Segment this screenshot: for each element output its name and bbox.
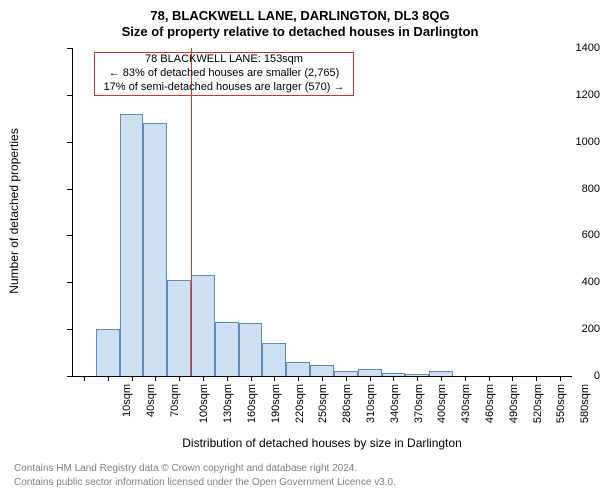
histogram-bar bbox=[310, 365, 334, 376]
xtick-mark bbox=[298, 376, 299, 381]
annotation-box: 78 BLACKWELL LANE: 153sqm← 83% of detach… bbox=[94, 52, 354, 96]
histogram-bar bbox=[167, 280, 191, 376]
xtick-label: 580sqm bbox=[579, 384, 591, 423]
ytick-label: 600 bbox=[538, 229, 600, 241]
xtick-mark bbox=[108, 376, 109, 381]
xtick-label: 400sqm bbox=[437, 384, 449, 423]
ytick-label: 1200 bbox=[538, 89, 600, 101]
xtick-mark bbox=[84, 376, 85, 381]
histogram-bar bbox=[143, 123, 167, 376]
xtick-mark bbox=[227, 376, 228, 381]
chart-area: 020040060080010001200140010sqm40sqm70sqm… bbox=[0, 0, 600, 500]
xtick-label: 310sqm bbox=[365, 384, 377, 423]
ytick-label: 1400 bbox=[538, 42, 600, 54]
credit-line-1: Contains HM Land Registry data © Crown c… bbox=[14, 462, 600, 476]
ytick-label: 1000 bbox=[538, 136, 600, 148]
xtick-mark bbox=[274, 376, 275, 381]
xtick-mark bbox=[370, 376, 371, 381]
histogram-bar bbox=[286, 362, 310, 376]
ytick-label: 200 bbox=[538, 323, 600, 335]
xtick-label: 190sqm bbox=[270, 384, 282, 423]
xtick-mark bbox=[417, 376, 418, 381]
xtick-mark bbox=[465, 376, 466, 381]
xtick-label: 460sqm bbox=[484, 384, 496, 423]
ytick-label: 800 bbox=[538, 183, 600, 195]
xtick-label: 220sqm bbox=[294, 384, 306, 423]
xtick-mark bbox=[132, 376, 133, 381]
xtick-label: 40sqm bbox=[145, 384, 157, 417]
plot-area bbox=[72, 48, 572, 376]
histogram-bar bbox=[262, 343, 286, 376]
annotation-line: 78 BLACKWELL LANE: 153sqm bbox=[95, 53, 353, 67]
y-axis-label: Number of detached properties bbox=[7, 111, 21, 311]
xtick-label: 370sqm bbox=[413, 384, 425, 423]
histogram-bar bbox=[120, 114, 144, 376]
xtick-mark bbox=[489, 376, 490, 381]
annotation-line: ← 83% of detached houses are smaller (2,… bbox=[95, 67, 353, 81]
xtick-label: 10sqm bbox=[121, 384, 133, 417]
xtick-mark bbox=[203, 376, 204, 381]
xtick-label: 340sqm bbox=[389, 384, 401, 423]
xtick-label: 250sqm bbox=[318, 384, 330, 423]
credit-text: Contains HM Land Registry data © Crown c… bbox=[0, 462, 600, 489]
xtick-label: 160sqm bbox=[246, 384, 258, 423]
histogram-bar bbox=[191, 275, 215, 376]
histogram-bar bbox=[239, 323, 263, 376]
xtick-mark bbox=[393, 376, 394, 381]
xtick-label: 430sqm bbox=[460, 384, 472, 423]
xtick-label: 70sqm bbox=[169, 384, 181, 417]
credit-line-2: Contains public sector information licen… bbox=[14, 476, 600, 490]
histogram-bar bbox=[358, 369, 382, 376]
xtick-mark bbox=[251, 376, 252, 381]
histogram-bar bbox=[96, 329, 120, 376]
ytick-label: 400 bbox=[538, 276, 600, 288]
xtick-label: 280sqm bbox=[341, 384, 353, 423]
xtick-mark bbox=[179, 376, 180, 381]
annotation-line: 17% of semi-detached houses are larger (… bbox=[95, 81, 353, 95]
y-axis-line bbox=[72, 48, 73, 376]
xtick-mark bbox=[322, 376, 323, 381]
reference-line bbox=[191, 48, 192, 376]
xtick-label: 550sqm bbox=[556, 384, 568, 423]
x-axis-label: Distribution of detached houses by size … bbox=[72, 436, 572, 450]
histogram-bar bbox=[215, 322, 239, 376]
xtick-mark bbox=[512, 376, 513, 381]
xtick-label: 490sqm bbox=[508, 384, 520, 423]
xtick-label: 520sqm bbox=[532, 384, 544, 423]
xtick-mark bbox=[536, 376, 537, 381]
xtick-label: 130sqm bbox=[222, 384, 234, 423]
xtick-label: 100sqm bbox=[198, 384, 210, 423]
xtick-mark bbox=[560, 376, 561, 381]
xtick-mark bbox=[155, 376, 156, 381]
xtick-mark bbox=[346, 376, 347, 381]
xtick-mark bbox=[441, 376, 442, 381]
